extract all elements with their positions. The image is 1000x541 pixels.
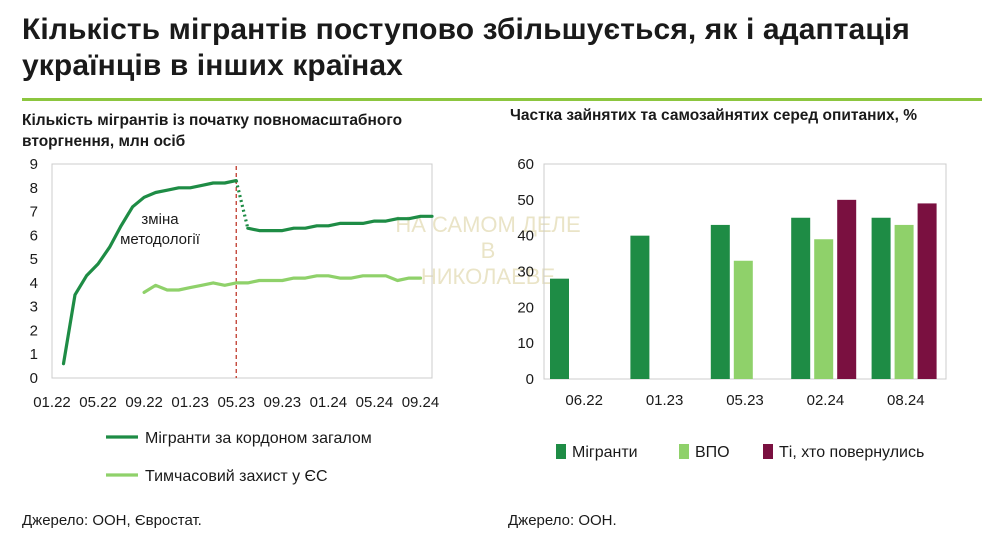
bar-vpo [894, 224, 914, 379]
bar-chart: 0 10 20 30 40 50 60 06.22 01.23 05.23 02.24 08.24 Мі… [517, 156, 947, 461]
watermark: НА САМОМ ДЕЛЕ В НИКОЛАЕВЕ [388, 212, 588, 290]
watermark-line-2: НИКОЛАЕВЕ [420, 264, 556, 289]
page-title: Кількість мігрантів поступово збільшуєть… [22, 13, 910, 82]
series-line-migrants [61, 179, 238, 366]
x-tick-label: 09.24 [402, 394, 440, 411]
right-chart-title: Частка зайнятих та самозайнятих серед оп… [510, 107, 918, 124]
y-tick-label: 8 [30, 180, 38, 197]
y-tick-label: 10 [517, 335, 534, 352]
legend-swatch [679, 444, 689, 459]
legend-label: Мігранти [572, 444, 638, 461]
series-line-migrants [234, 180, 250, 229]
left-chart-title: Кількість мігрантів із початку повномасш… [22, 112, 403, 150]
x-tick-label: 01.23 [646, 392, 684, 409]
x-tick-label: 05.23 [217, 394, 255, 411]
y-tick-label: 30 [517, 264, 534, 281]
methodology-annotation: зміна методології [120, 211, 201, 248]
x-tick-label: 01.23 [171, 394, 209, 411]
x-tick-label: 05.24 [356, 394, 394, 411]
line-chart: 0 1 2 3 4 5 6 7 8 9 01.22 05.22 09.22 01.23 05.23 09.23… [30, 156, 440, 485]
bar-returned [837, 199, 857, 379]
legend-swatch [763, 444, 773, 459]
bar-vpo [733, 260, 753, 379]
line-plot-frame [51, 163, 433, 379]
bar-migrants [630, 235, 650, 379]
bar-migrants [791, 217, 811, 379]
x-tick-label: 09.22 [125, 394, 163, 411]
y-tick-label: 7 [30, 204, 38, 221]
y-tick-label: 4 [30, 275, 38, 292]
bar-vpo [814, 239, 834, 379]
title-divider [22, 98, 982, 101]
x-tick-label: 02.24 [807, 392, 845, 409]
x-tick-label: 01.22 [33, 394, 71, 411]
legend-label: Мігранти за кордоном загалом [145, 430, 372, 447]
source-left: Джерело: ООН, Євростат. [22, 512, 202, 529]
x-tick-label: 09.23 [264, 394, 302, 411]
y-tick-label: 20 [517, 299, 534, 316]
bar-migrants [871, 217, 891, 379]
bar-returned [917, 203, 937, 379]
y-tick-label: 60 [517, 156, 534, 173]
y-tick-label: 2 [30, 322, 38, 339]
x-tick-label: 05.23 [726, 392, 764, 409]
methodology-annotation-line: методології [120, 231, 201, 248]
bar-migrants [710, 224, 730, 379]
x-tick-label: 05.22 [79, 394, 117, 411]
y-tick-label: 40 [517, 228, 534, 245]
bar-migrants [550, 278, 569, 379]
y-tick-label: 6 [30, 227, 38, 244]
legend-label: Тимчасовий захист у ЄС [145, 468, 328, 485]
methodology-annotation-line: зміна [141, 211, 179, 228]
y-tick-label: 3 [30, 299, 38, 316]
legend-swatch [556, 444, 566, 459]
series-line-temp-protection [142, 274, 423, 294]
source-right: Джерело: ООН. [508, 512, 617, 529]
x-tick-label: 06.22 [565, 392, 603, 409]
legend-label: ВПО [695, 444, 730, 461]
series-line-migrants [246, 214, 434, 233]
y-tick-label: 50 [517, 192, 534, 209]
y-tick-label: 5 [30, 251, 38, 268]
y-tick-label: 9 [30, 156, 38, 173]
y-tick-label: 0 [526, 371, 534, 388]
y-tick-label: 1 [30, 346, 38, 363]
y-tick-label: 0 [30, 370, 38, 387]
x-tick-label: 01.24 [310, 394, 348, 411]
legend-label: Ті, хто повернулись [779, 444, 924, 461]
x-tick-label: 08.24 [887, 392, 925, 409]
